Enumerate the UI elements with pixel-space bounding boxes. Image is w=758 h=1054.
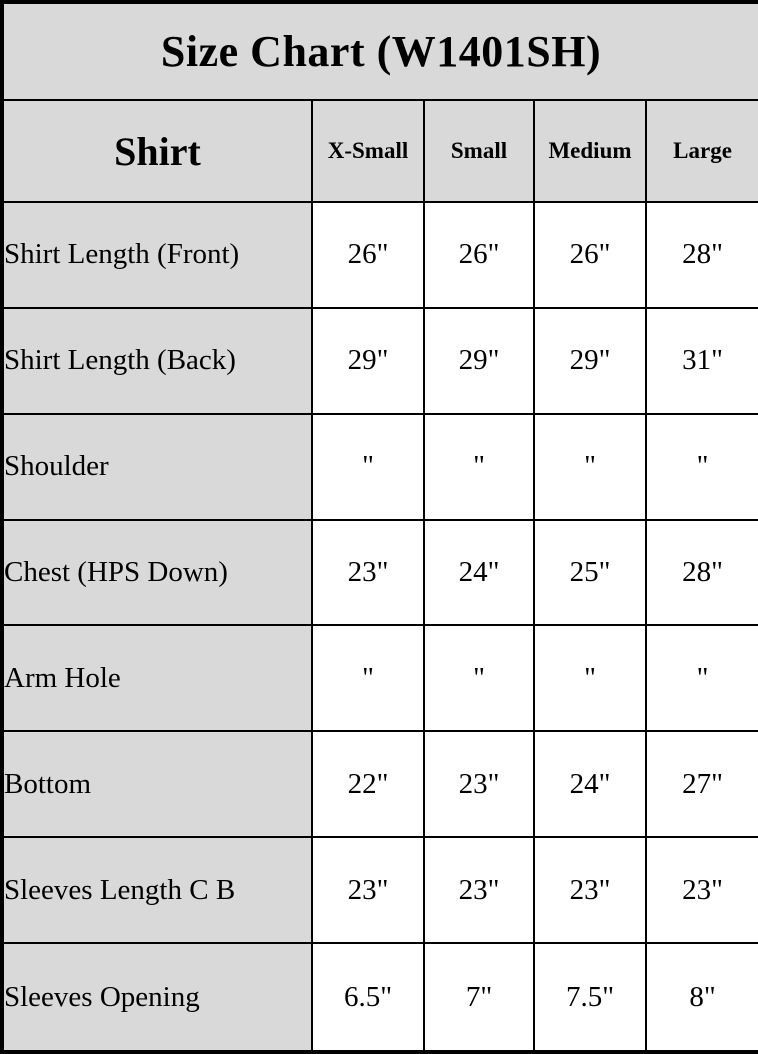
size-value-cell: 23" [311,836,425,945]
product-header: Shirt [1,99,313,203]
table-row: Arm Hole " " " " [1,624,758,733]
size-value-cell: 23" [311,518,425,627]
size-value-cell: " [311,412,425,521]
row-label: Shoulder [1,412,313,521]
size-value-cell: 29" [423,306,535,415]
row-label: Arm Hole [1,624,313,733]
row-label: Chest (HPS Down) [1,518,313,627]
size-value-cell: 23" [644,836,758,945]
size-value-cell: " [644,624,758,733]
row-label: Sleeves Length C B [1,836,313,945]
column-header-small: Small [423,99,535,203]
size-value-cell: 7.5" [533,942,647,1053]
row-label: Shirt Length (Front) [1,201,313,309]
column-header-large: Large [644,99,758,203]
table-row: Sleeves Length C B 23" 23" 23" 23" [1,836,758,945]
column-header-xsmall: X-Small [311,99,425,203]
size-value-cell: 6.5" [311,942,425,1053]
table-row: Bottom 22" 23" 24" 27" [1,730,758,839]
size-value-cell: 7" [423,942,535,1053]
size-value-cell: 31" [644,306,758,415]
header-row: Shirt X-Small Small Medium Large [1,99,758,203]
size-value-cell: 23" [423,836,535,945]
size-value-cell: " [311,624,425,733]
row-label: Sleeves Opening [1,942,313,1053]
size-value-cell: 23" [423,730,535,839]
size-value-cell: 22" [311,730,425,839]
size-value-cell: 29" [533,306,647,415]
table-row: Shirt Length (Front) 26" 26" 26" 28" [1,201,758,309]
table-row: Chest (HPS Down) 23" 24" 25" 28" [1,518,758,627]
size-value-cell: 24" [533,730,647,839]
size-value-cell: " [533,412,647,521]
size-value-cell: " [423,624,535,733]
column-header-medium: Medium [533,99,647,203]
size-chart-title: Size Chart (W1401SH) [0,1,758,101]
size-value-cell: 26" [311,201,425,309]
size-value-cell: " [423,412,535,521]
row-label: Bottom [1,730,313,839]
size-value-cell: 8" [644,942,758,1053]
table-row: Shoulder " " " " [1,412,758,521]
size-value-cell: 29" [311,306,425,415]
size-value-cell: " [533,624,647,733]
size-value-cell: 23" [533,836,647,945]
size-value-cell: 24" [423,518,535,627]
size-value-cell: 28" [644,201,758,309]
size-value-cell: 28" [644,518,758,627]
title-row: Size Chart (W1401SH) [0,1,758,101]
size-value-cell: " [644,412,758,521]
table-row: Shirt Length (Back) 29" 29" 29" 31" [1,306,758,415]
size-value-cell: 26" [533,201,647,309]
row-label: Shirt Length (Back) [1,306,313,415]
size-value-cell: 25" [533,518,647,627]
size-value-cell: 26" [423,201,535,309]
table-row: Sleeves Opening 6.5" 7" 7.5" 8" [1,942,758,1053]
size-value-cell: 27" [644,730,758,839]
